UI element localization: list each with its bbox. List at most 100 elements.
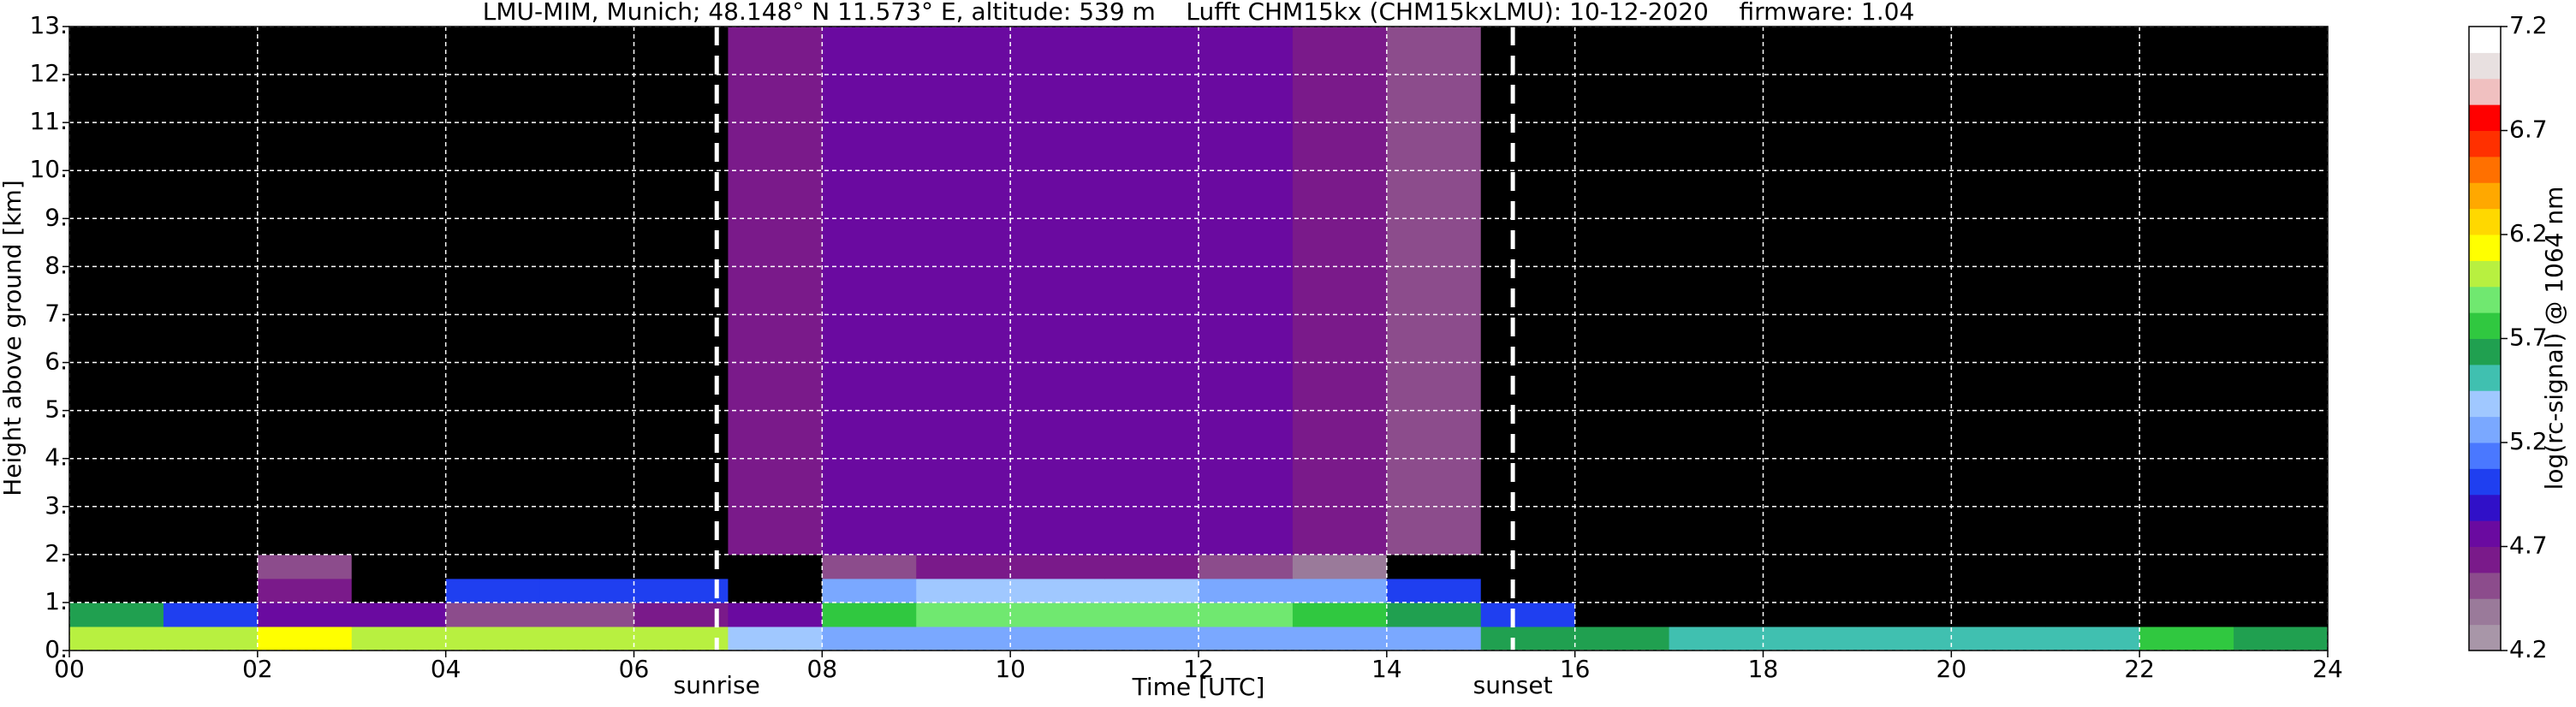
heatmap-cell: [69, 602, 164, 627]
heatmap-cell: [1857, 27, 1952, 556]
chart-title: LMU-MIM, Munich; 48.148° N 11.573° E, al…: [483, 0, 1915, 26]
colorbar-swatch: [2469, 494, 2501, 521]
heatmap-cell: [822, 554, 917, 579]
heatmap-cell: [1292, 554, 1388, 579]
heatmap-cell: [1386, 578, 1482, 603]
y-tick-label: 1.: [45, 587, 68, 615]
x-axis-label: Time [UTC]: [1132, 673, 1265, 701]
heatmap-cell: [2045, 27, 2140, 556]
x-tick-label: 08: [807, 655, 838, 683]
heatmap-cell: [2234, 554, 2329, 579]
y-tick-label: 7.: [45, 299, 68, 327]
colorbar-swatch: [2469, 78, 2501, 105]
heatmap-cell: [539, 578, 634, 603]
heatmap-cell: [1292, 27, 1388, 556]
y-tick-label: 10.: [29, 155, 68, 183]
heatmap-cell: [257, 554, 353, 579]
heatmap-cell: [1857, 602, 1952, 627]
heatmap-cell: [1199, 578, 1294, 603]
heatmap-cell: [1480, 578, 1576, 603]
y-tick-label: 13.: [29, 11, 68, 39]
heatmap-cell: [351, 554, 447, 579]
heatmap-cell: [634, 578, 729, 603]
heatmap-cell: [1104, 554, 1199, 579]
heatmap-cell: [445, 626, 541, 651]
heatmap-cell: [1574, 554, 1670, 579]
heatmap-cell: [1763, 27, 1858, 556]
heatmap-cell: [1292, 578, 1388, 603]
heatmap-cell: [1574, 27, 1670, 556]
heatmap-cell: [257, 27, 353, 556]
heatmap-cell: [1386, 554, 1482, 579]
heatmap-cell: [1669, 626, 1764, 651]
colorbar-swatch: [2469, 468, 2501, 496]
colorbar-tick-label: 4.7: [2509, 532, 2548, 560]
heatmap-cell: [1951, 602, 2046, 627]
colorbar-swatch: [2469, 520, 2501, 547]
heatmap-cell: [163, 27, 259, 556]
colorbar-swatch: [2469, 416, 2501, 443]
heatmap-cell: [916, 27, 1011, 556]
y-tick-label: 11.: [29, 107, 68, 135]
heatmap-cell: [2234, 27, 2329, 556]
heatmap-cell: [2045, 578, 2140, 603]
heatmap-cell: [916, 554, 1011, 579]
colorbar-tick-label: 5.2: [2509, 427, 2548, 455]
heatmap-cell: [1292, 602, 1388, 627]
heatmap-cell: [163, 602, 259, 627]
x-tick-label: 14: [1371, 655, 1402, 683]
colorbar-swatch: [2469, 156, 2501, 183]
heatmap-cell: [351, 626, 447, 651]
colorbar-tick-label: 5.7: [2509, 324, 2548, 352]
x-tick-label: 00: [54, 655, 85, 683]
heatmap-cell: [69, 27, 164, 556]
heatmap-cell: [445, 602, 541, 627]
heatmap-cell: [634, 626, 729, 651]
heatmap-cell: [1199, 27, 1294, 556]
heatmap-cell: [445, 27, 541, 556]
heatmap-cell: [351, 602, 447, 627]
heatmap-cell: [1292, 626, 1388, 651]
heatmap-cell: [351, 27, 447, 556]
heatmap-cell: [1669, 27, 1764, 556]
heatmap-cell: [728, 578, 823, 603]
heatmap-cell: [1010, 578, 1105, 603]
x-tick-label: 24: [2312, 655, 2343, 683]
heatmap-cell: [539, 602, 634, 627]
x-tick-label: 02: [242, 655, 273, 683]
colorbar-swatch: [2469, 27, 2501, 53]
heatmap-cell: [1951, 626, 2046, 651]
y-tick-label: 6.: [45, 348, 68, 376]
heatmap-cell: [257, 578, 353, 603]
heatmap-cell: [539, 626, 634, 651]
y-tick-label: 2.: [45, 539, 68, 567]
heatmap-cell: [728, 602, 823, 627]
heatmap-cell: [2139, 602, 2234, 627]
colorbar-swatch: [2469, 390, 2501, 418]
colorbar-tick-label: 7.2: [2509, 11, 2548, 39]
heatmap-cell: [916, 602, 1011, 627]
heatmap-cell: [2139, 27, 2234, 556]
heatmap-cell: [69, 626, 164, 651]
heatmap-cell: [2045, 626, 2140, 651]
y-axis-label: Height above ground [km]: [0, 180, 27, 496]
heatmap-cell: [1763, 602, 1858, 627]
heatmap-cell: [1104, 626, 1199, 651]
heatmap-cell: [1010, 626, 1105, 651]
x-tick-label: 10: [995, 655, 1026, 683]
x-tick-label: 22: [2124, 655, 2155, 683]
colorbar-swatch: [2469, 624, 2501, 651]
heatmap-cell: [1857, 554, 1952, 579]
heatmap-cell: [1199, 602, 1294, 627]
y-tick-label: 4.: [45, 443, 68, 472]
heatmap-cell: [1480, 626, 1576, 651]
x-tick-label: 16: [1560, 655, 1591, 683]
heatmap-cell: [1199, 554, 1294, 579]
colorbar-swatch: [2469, 443, 2501, 469]
heatmap-cell: [1763, 554, 1858, 579]
heatmap-cell: [2234, 578, 2329, 603]
heatmap-cell: [916, 578, 1011, 603]
y-tick-label: 12.: [29, 59, 68, 87]
y-tick-label: 3.: [45, 491, 68, 520]
colorbar-swatch: [2469, 338, 2501, 365]
